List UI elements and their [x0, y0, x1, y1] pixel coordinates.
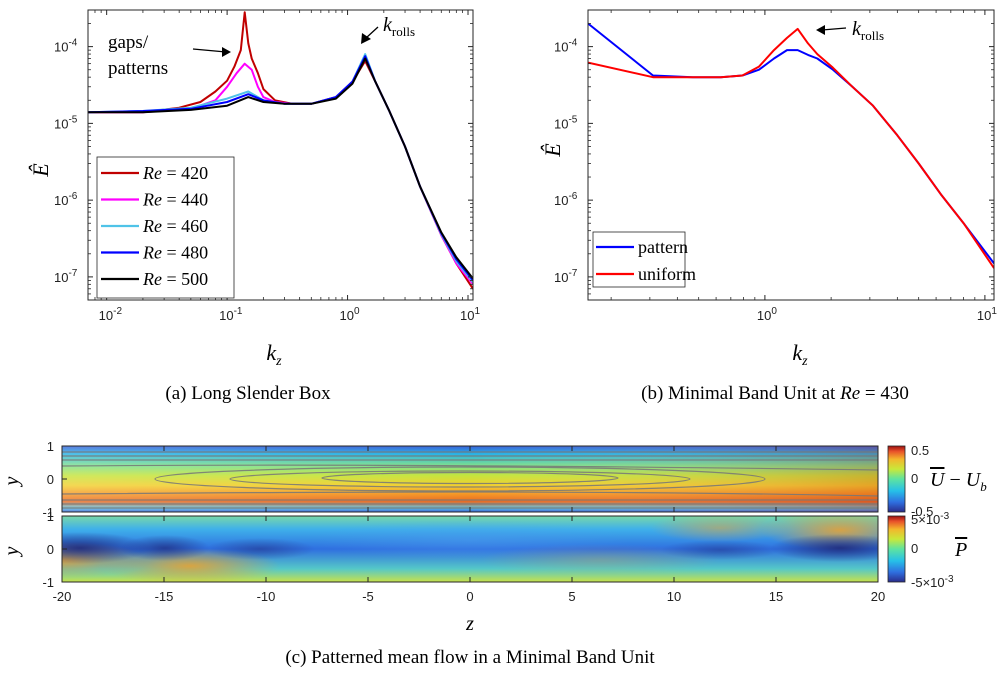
panel-c-pressure-heatmap: -20 -15 -10 -5 0 5 10 15 20-101 y z 5×10-3 0 -5×… — [1, 509, 967, 635]
annotation-krolls-b: krolls — [852, 18, 884, 43]
annotation-krolls-a: krolls — [383, 14, 415, 39]
colorbar-tick: 5×10-3 — [911, 511, 950, 527]
series-line-re-500 — [88, 57, 473, 280]
y-tick-label: 10-6 — [554, 191, 578, 208]
pressure-colorbar — [887, 515, 906, 583]
legend-label: Re = 460 — [142, 216, 208, 236]
legend-label: uniform — [638, 264, 696, 284]
y-tick-label: 0 — [47, 472, 54, 487]
caption-b: (b) Minimal Band Unit at Re = 430 — [641, 383, 909, 404]
colorbar-tick: -5×10-3 — [911, 574, 954, 590]
velocity-colorbar — [887, 445, 906, 513]
y-tick-label: 10-5 — [554, 114, 578, 131]
panel-c-bottom-ylabel: y — [1, 546, 23, 557]
caption-c: (c) Patterned mean flow in a Minimal Ban… — [285, 647, 655, 668]
x-tick-label: -5 — [362, 589, 374, 604]
x-tick-label: 100 — [340, 306, 360, 323]
x-tick-label: -20 — [53, 589, 72, 604]
x-tick-label: 5 — [568, 589, 575, 604]
annotation-krolls-a-arrow — [365, 26, 379, 39]
x-tick-label: -15 — [155, 589, 174, 604]
panel-a-frame — [87, 9, 474, 301]
series-line-uniform — [588, 27, 994, 269]
panel-b-ylabel: Ê — [540, 143, 565, 158]
annotation-gaps-arrow — [192, 48, 227, 53]
y-tick-label: 1 — [47, 509, 54, 524]
panel-c-top-ylabel: y — [1, 476, 23, 487]
panel-c-velocity-heatmap: -1 0 1 y 0.5 0 -0.5 U − Ub — [1, 439, 987, 520]
legend-label: Re = 440 — [142, 190, 208, 210]
x-tick-label: 101 — [977, 306, 997, 323]
panel-b-frame — [587, 9, 995, 301]
annotation-krolls-b-arrow — [821, 27, 847, 31]
velocity-contours — [62, 451, 878, 509]
panel-c-xlabel: z — [465, 613, 474, 635]
legend-label: pattern — [638, 237, 688, 257]
legend-box — [96, 156, 235, 299]
colorbar-tick: 0 — [911, 541, 918, 556]
legend-label: Re = 480 — [142, 243, 208, 263]
panel-a-legend: Re = 420 Re = 440 Re = 460 Re = 480 Re = 500 — [96, 156, 235, 299]
panel-b-chart: 100 101 10-7 10-6 10-5 10-4 Ê kz krolls patte… — [540, 9, 997, 369]
y-tick-label: 10-6 — [54, 191, 78, 208]
y-tick-label: 1 — [47, 439, 54, 454]
x-tick-label: 20 — [871, 589, 885, 604]
y-tick-label: 0 — [47, 542, 54, 557]
colorbar-label-pressure: P — [954, 539, 967, 561]
y-tick-label: 10-4 — [554, 38, 578, 55]
series-line-pattern — [588, 22, 994, 265]
arrowhead-icon — [361, 33, 371, 44]
panel-b-legend: pattern uniform — [592, 231, 696, 288]
annotation-gaps: gaps/ — [108, 32, 149, 53]
panel-b-xlabel: kz — [792, 340, 808, 369]
legend-label: Re = 500 — [142, 269, 208, 289]
legend-box — [592, 231, 686, 288]
annotation-patterns: patterns — [108, 58, 168, 79]
colorbar-tick: 0 — [911, 471, 918, 486]
panel-a-ylabel: Ê — [28, 163, 53, 178]
y-tick-label: 10-5 — [54, 114, 78, 131]
x-tick-label: 10-1 — [219, 306, 243, 323]
panel-a-xlabel: kz — [266, 340, 282, 369]
y-tick-label: 10-7 — [554, 268, 578, 285]
x-tick-label: 101 — [460, 306, 480, 323]
y-tick-label: 10-4 — [54, 38, 78, 55]
x-tick-label: 0 — [466, 589, 473, 604]
y-tick-label: -1 — [42, 505, 54, 520]
legend-label: Re = 420 — [142, 163, 208, 183]
x-tick-label: 100 — [757, 306, 777, 323]
y-tick-label: -1 — [42, 575, 54, 590]
panel-a-chart: 10-2 10-1 100 101 10-7 10-6 10-5 10-4 Ê kz gaps… — [28, 9, 480, 369]
arrowhead-icon — [816, 25, 825, 35]
x-tick-label: 15 — [769, 589, 783, 604]
y-tick-label: 10-7 — [54, 268, 78, 285]
colorbar-tick: 0.5 — [911, 443, 929, 458]
arrowhead-icon — [222, 47, 231, 57]
x-tick-label: 10-2 — [99, 306, 123, 323]
x-tick-label: 10 — [667, 589, 681, 604]
caption-a: (a) Long Slender Box — [165, 383, 331, 404]
colorbar-label-velocity: U − Ub — [930, 469, 987, 494]
colorbar-tick: -0.5 — [911, 504, 933, 519]
x-tick-label: -10 — [257, 589, 276, 604]
